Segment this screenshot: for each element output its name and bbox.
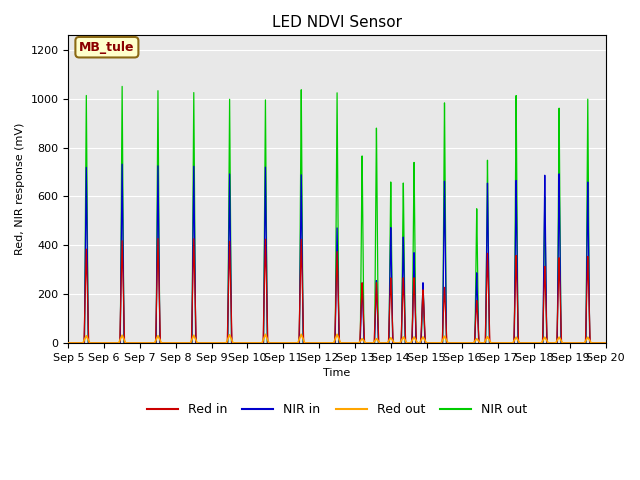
Title: LED NDVI Sensor: LED NDVI Sensor xyxy=(272,15,402,30)
X-axis label: Time: Time xyxy=(323,368,351,378)
Legend: Red in, NIR in, Red out, NIR out: Red in, NIR in, Red out, NIR out xyxy=(141,398,532,421)
Text: MB_tule: MB_tule xyxy=(79,41,134,54)
Y-axis label: Red, NIR response (mV): Red, NIR response (mV) xyxy=(15,123,25,255)
